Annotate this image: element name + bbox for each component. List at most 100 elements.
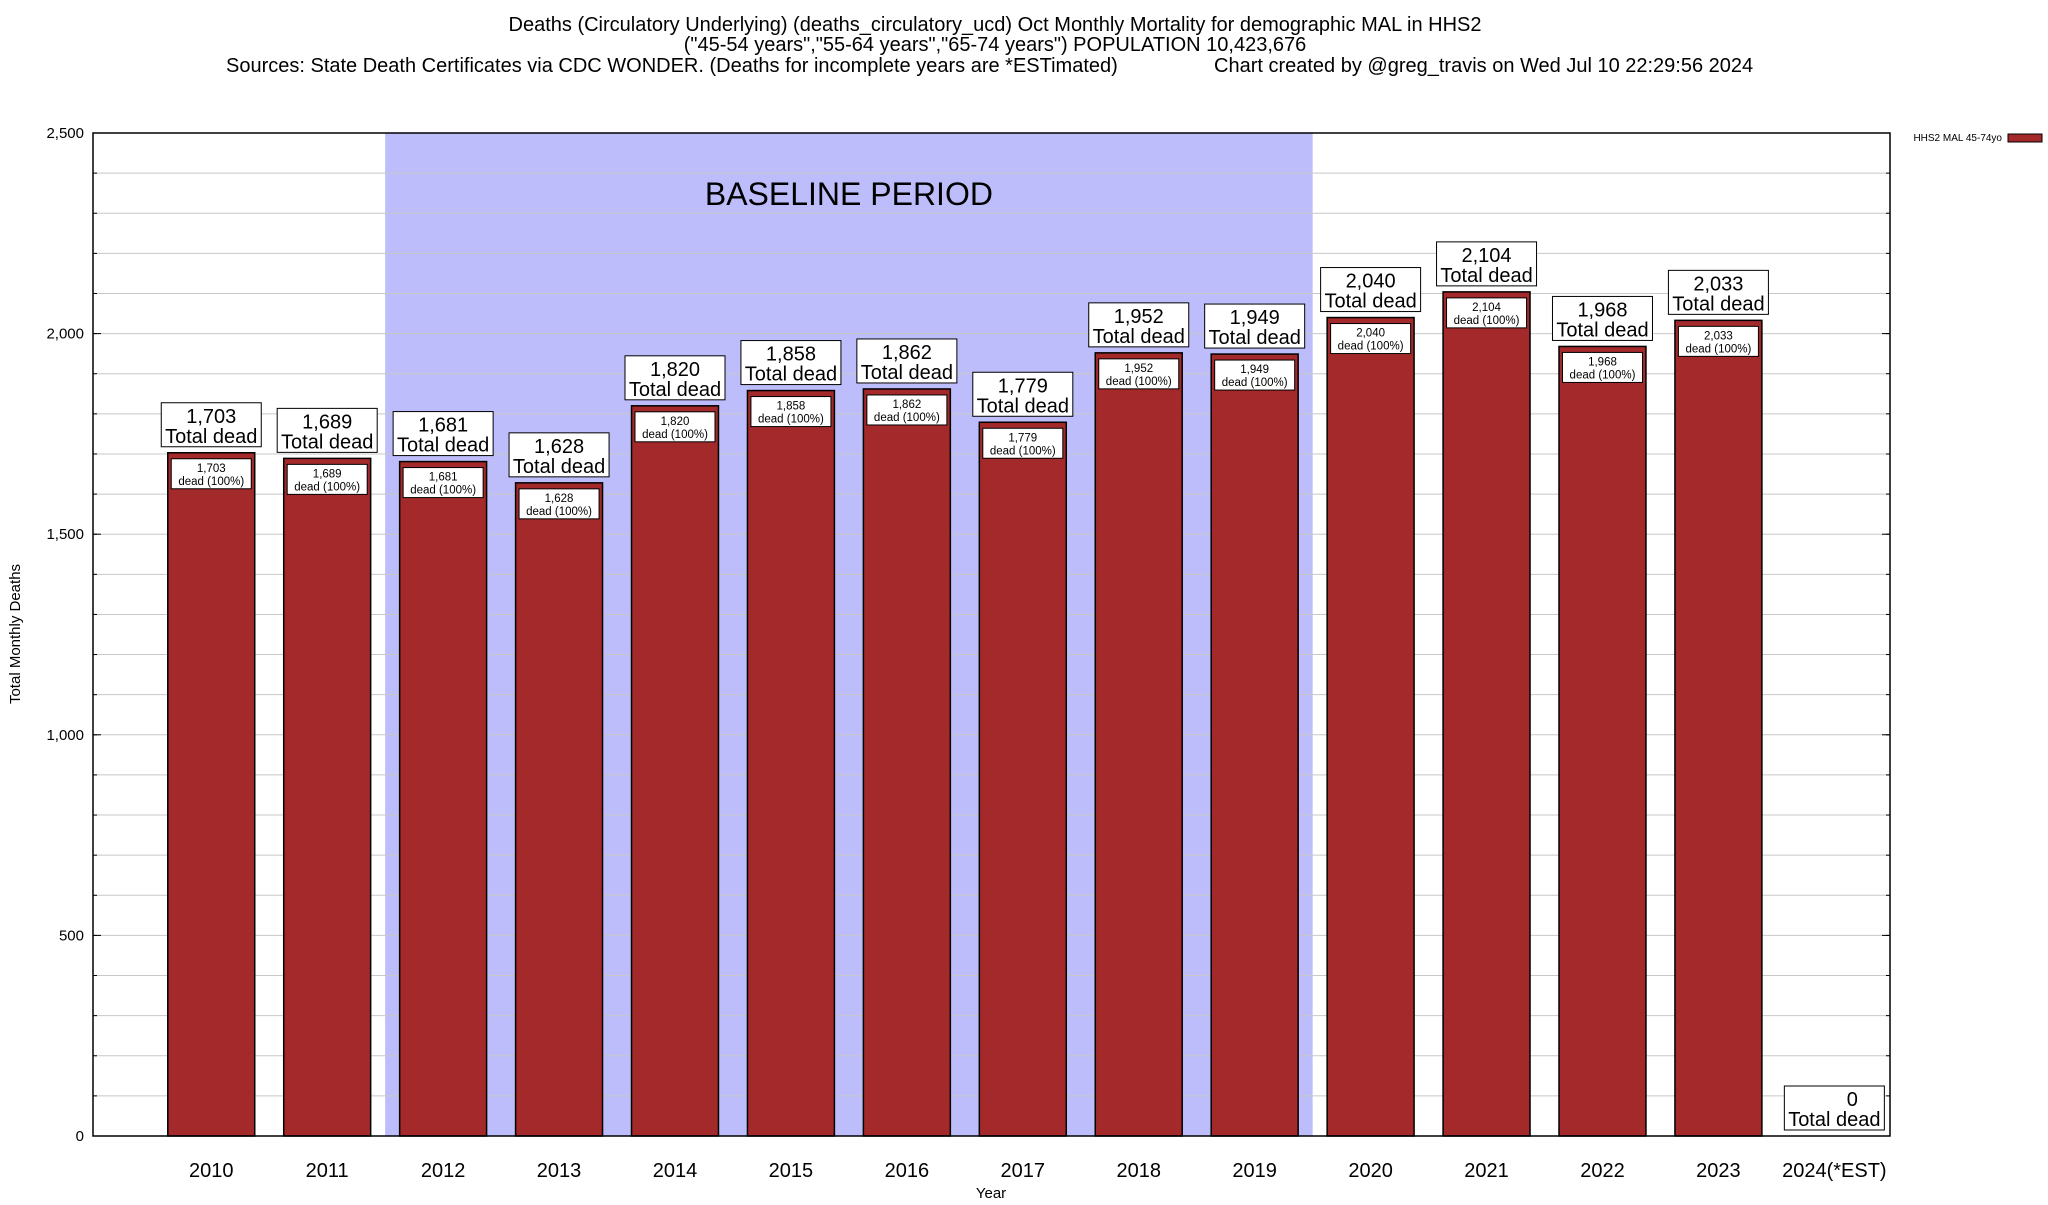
y-tick-label: 0 — [76, 1128, 84, 1145]
bar-inner-value-label: 1,681 — [429, 472, 458, 484]
bar — [282, 457, 372, 1137]
x-tick-layer: 2010 2011 2012 2013 2014 2015 2016 2017 2018 2019… — [189, 1160, 1887, 1182]
x-tick-label: 2016 — [885, 1160, 930, 1182]
y-tick-label: 500 — [59, 927, 84, 944]
bar — [630, 405, 720, 1137]
bar-total-label-box — [972, 371, 1074, 417]
chart-title-line-3: Sources: State Death Certificates via CD… — [226, 55, 1118, 77]
bar-inner-label-box — [982, 427, 1064, 459]
bar-total-dead-label: Total dead — [1324, 291, 1416, 313]
bar-inner-pct-label: dead (100%) — [526, 506, 592, 518]
bar-inner-label-box — [402, 467, 484, 499]
bar-total-dead-label: Total dead — [1788, 1109, 1880, 1131]
bar-total-value-label: 1,689 — [302, 411, 352, 433]
bar-inner-value-label: 1,949 — [1240, 364, 1269, 376]
bar-total-label-box — [508, 432, 610, 478]
bar-total-dead-label: Total dead — [165, 426, 257, 448]
bar — [514, 482, 604, 1137]
bar-total-label-box — [1667, 269, 1769, 315]
bar-inner-pct-label: dead (100%) — [1106, 376, 1172, 388]
bar-inner-pct-label: dead (100%) — [1454, 315, 1520, 327]
bar — [167, 452, 256, 1137]
bar-inner-pct-label: dead (100%) — [758, 414, 824, 426]
bar-total-value-label: 1,968 — [1577, 299, 1627, 321]
x-tick-label: 2017 — [1001, 1160, 1046, 1182]
bar-total-value-label: 1,779 — [998, 375, 1048, 397]
bar-total-value-label: 1,681 — [418, 415, 468, 437]
x-tick-label: 2022 — [1580, 1160, 1625, 1182]
bar-total-dead-label: Total dead — [397, 435, 489, 457]
bar — [978, 421, 1068, 1137]
bar-inner-value-label: 1,779 — [1008, 432, 1037, 444]
bar-inner-label-box — [1561, 351, 1643, 383]
bar-total-label-box — [392, 411, 494, 457]
bar-inner-pct-label: dead (100%) — [410, 485, 476, 497]
bar-total-dead-label: Total dead — [745, 364, 837, 386]
bar-total-label-box — [740, 340, 842, 386]
bar-inner-label-box — [1446, 297, 1528, 329]
bar-inner-pct-label: dead (100%) — [1338, 341, 1404, 353]
x-tick-label: 2015 — [769, 1160, 814, 1182]
bar — [862, 388, 952, 1137]
x-tick-label: 2014 — [653, 1160, 698, 1182]
bar — [746, 389, 836, 1137]
bar-inner-pct-label: dead (100%) — [990, 445, 1056, 457]
bar-inner-pct-label: dead (100%) — [874, 412, 940, 424]
x-tick-label: 2013 — [537, 1160, 582, 1182]
bar-total-value-label: 2,033 — [1693, 273, 1743, 295]
bar-inner-value-label: 2,033 — [1704, 330, 1733, 342]
bar — [1326, 316, 1415, 1137]
bar-total-dead-label: Total dead — [1556, 319, 1648, 341]
bar-total-dead-label: Total dead — [513, 456, 605, 478]
bar-total-label-box — [276, 407, 378, 453]
bar-inner-pct-label: dead (100%) — [1685, 343, 1751, 355]
bar-total-label-box — [1088, 302, 1190, 348]
x-tick-label: 2024(*EST) — [1782, 1160, 1887, 1182]
bar-inner-label-box — [750, 396, 832, 428]
plot-frame — [92, 132, 1891, 1137]
bar-inner-label-box — [866, 394, 948, 426]
x-tick-label: 2023 — [1696, 1160, 1741, 1182]
bar — [1674, 319, 1763, 1137]
bar-inner-pct-label: dead (100%) — [178, 476, 244, 488]
x-tick-label: 2019 — [1232, 1160, 1277, 1182]
bar — [1210, 353, 1299, 1137]
x-tick-label: 2011 — [306, 1160, 349, 1182]
bar-inner-value-label: 1,689 — [313, 468, 342, 480]
legend-label: HHS2 MAL 45-74yo — [1913, 133, 2002, 144]
bar — [1442, 291, 1531, 1137]
bar-total-dead-label: Total dead — [1209, 327, 1301, 349]
y-tick-layer: 0 500 1,000 1,500 2,000 2,500 — [46, 125, 1890, 1145]
bar-inner-pct-label: dead (100%) — [294, 481, 360, 493]
bar-total-label-box — [1204, 303, 1306, 349]
chart-title-line-4: Chart created by @greg_travis on Wed Jul… — [1214, 55, 1753, 77]
legend-swatch — [2007, 133, 2043, 143]
bar-total-label-box — [1551, 295, 1653, 341]
bar-total-dead-label: Total dead — [977, 395, 1069, 417]
x-axis-label: Year — [976, 1185, 1006, 1200]
bar-total-label-box — [1436, 241, 1538, 287]
y-tick-label: 1,000 — [46, 727, 84, 744]
x-tick-label: 2010 — [189, 1160, 234, 1182]
bar-total-dead-label: Total dead — [1440, 265, 1532, 287]
bar-total-value-label: 1,862 — [882, 342, 932, 364]
bar-total-label-box — [624, 355, 726, 401]
bar-inner-label-box — [1214, 359, 1296, 391]
bar-total-dead-label: Total dead — [281, 431, 373, 453]
bar-inner-value-label: 1,703 — [197, 463, 226, 475]
bar-inner-label-box — [518, 488, 600, 520]
bar-inner-label-box — [170, 458, 252, 490]
bar-inner-value-label: 1,820 — [661, 416, 690, 428]
bar-total-value-label: 1,952 — [1114, 306, 1164, 328]
bar-total-value-label: 0 — [1847, 1089, 1858, 1111]
bar-total-label-box — [1320, 267, 1422, 313]
y-axis-label: Total Monthly Deaths — [7, 564, 24, 704]
x-tick-label: 2012 — [421, 1160, 466, 1182]
bar-total-label-box — [1783, 1085, 1885, 1131]
bar — [1558, 345, 1647, 1137]
bar-total-value-label: 1,949 — [1230, 307, 1280, 329]
y-tick-label: 1,500 — [46, 526, 84, 543]
bar-total-value-label: 1,628 — [534, 436, 584, 458]
